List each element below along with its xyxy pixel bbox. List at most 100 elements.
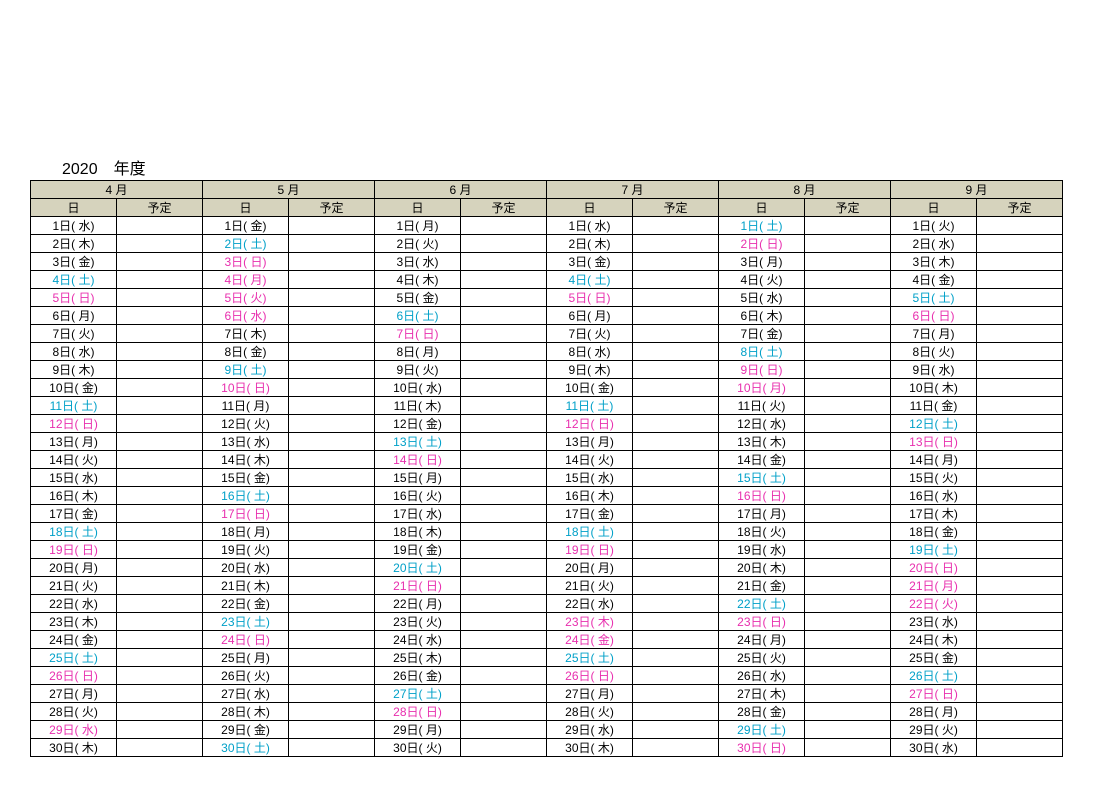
plan-cell [633, 451, 719, 469]
plan-cell [289, 271, 375, 289]
day-cell: 6日( 土) [375, 307, 461, 325]
day-cell: 24日( 金) [31, 631, 117, 649]
plan-cell [117, 667, 203, 685]
plan-cell [633, 379, 719, 397]
day-cell: 11日( 土) [31, 397, 117, 415]
day-cell: 14日( 木) [203, 451, 289, 469]
plan-cell [289, 649, 375, 667]
plan-cell [977, 397, 1063, 415]
table-row: 18日( 土)18日( 月)18日( 木)18日( 土)18日( 火)18日( … [31, 523, 1063, 541]
day-cell: 21日( 木) [203, 577, 289, 595]
day-cell: 22日( 水) [31, 595, 117, 613]
plan-cell [805, 451, 891, 469]
day-cell: 4日( 土) [547, 271, 633, 289]
day-cell: 18日( 土) [31, 523, 117, 541]
day-cell: 13日( 木) [719, 433, 805, 451]
day-cell: 26日( 水) [719, 667, 805, 685]
plan-cell [117, 253, 203, 271]
plan-cell [289, 433, 375, 451]
plan-cell [117, 217, 203, 235]
day-cell: 17日( 金) [31, 505, 117, 523]
day-cell: 14日( 火) [31, 451, 117, 469]
plan-cell [289, 559, 375, 577]
plan-cell [633, 361, 719, 379]
day-cell: 13日( 日) [891, 433, 977, 451]
day-cell: 1日( 金) [203, 217, 289, 235]
page-title: 2020 年度 [62, 155, 146, 179]
day-cell: 15日( 土) [719, 469, 805, 487]
plan-cell [461, 289, 547, 307]
day-cell: 4日( 火) [719, 271, 805, 289]
plan-cell [289, 469, 375, 487]
table-row: 2日( 木)2日( 土)2日( 火)2日( 木)2日( 日)2日( 水) [31, 235, 1063, 253]
plan-cell [461, 487, 547, 505]
plan-cell [805, 505, 891, 523]
plan-cell [461, 253, 547, 271]
plan-cell [977, 721, 1063, 739]
day-header: 日 [719, 199, 805, 217]
day-cell: 19日( 日) [31, 541, 117, 559]
table-row: 11日( 土)11日( 月)11日( 木)11日( 土)11日( 火)11日( … [31, 397, 1063, 415]
plan-cell [805, 649, 891, 667]
plan-cell [633, 631, 719, 649]
day-cell: 16日( 火) [375, 487, 461, 505]
table-row: 14日( 火)14日( 木)14日( 日)14日( 火)14日( 金)14日( … [31, 451, 1063, 469]
day-cell: 13日( 水) [203, 433, 289, 451]
day-cell: 27日( 月) [547, 685, 633, 703]
plan-cell [117, 541, 203, 559]
day-cell: 16日( 水) [891, 487, 977, 505]
plan-cell [633, 613, 719, 631]
plan-cell [117, 343, 203, 361]
day-cell: 16日( 木) [31, 487, 117, 505]
day-cell: 12日( 日) [547, 415, 633, 433]
day-cell: 14日( 日) [375, 451, 461, 469]
day-cell: 29日( 火) [891, 721, 977, 739]
day-cell: 28日( 木) [203, 703, 289, 721]
day-cell: 27日( 水) [203, 685, 289, 703]
plan-cell [289, 343, 375, 361]
plan-cell [977, 325, 1063, 343]
day-cell: 20日( 月) [547, 559, 633, 577]
plan-cell [977, 667, 1063, 685]
month-header: 7 月 [547, 181, 719, 199]
plan-cell [117, 415, 203, 433]
day-cell: 25日( 月) [203, 649, 289, 667]
day-cell: 14日( 金) [719, 451, 805, 469]
calendar-body: 1日( 水)1日( 金)1日( 月)1日( 水)1日( 土)1日( 火)2日( … [31, 217, 1063, 757]
day-header: 日 [375, 199, 461, 217]
day-cell: 30日( 火) [375, 739, 461, 757]
day-cell: 15日( 水) [31, 469, 117, 487]
plan-cell [117, 235, 203, 253]
plan-cell [289, 667, 375, 685]
day-cell: 22日( 土) [719, 595, 805, 613]
day-cell: 19日( 金) [375, 541, 461, 559]
plan-cell [977, 523, 1063, 541]
day-cell: 6日( 木) [719, 307, 805, 325]
plan-cell [289, 307, 375, 325]
day-cell: 13日( 月) [547, 433, 633, 451]
day-cell: 14日( 火) [547, 451, 633, 469]
plan-cell [117, 397, 203, 415]
plan-cell [117, 451, 203, 469]
day-cell: 3日( 日) [203, 253, 289, 271]
plan-cell [805, 235, 891, 253]
day-cell: 20日( 月) [31, 559, 117, 577]
plan-cell [633, 415, 719, 433]
day-cell: 2日( 土) [203, 235, 289, 253]
plan-cell [805, 487, 891, 505]
plan-cell [461, 559, 547, 577]
table-row: 9日( 木)9日( 土)9日( 火)9日( 木)9日( 日)9日( 水) [31, 361, 1063, 379]
day-cell: 12日( 火) [203, 415, 289, 433]
day-cell: 20日( 木) [719, 559, 805, 577]
table-row: 20日( 月)20日( 水)20日( 土)20日( 月)20日( 木)20日( … [31, 559, 1063, 577]
plan-cell [633, 595, 719, 613]
table-row: 6日( 月)6日( 水)6日( 土)6日( 月)6日( 木)6日( 日) [31, 307, 1063, 325]
plan-cell [289, 739, 375, 757]
plan-cell [977, 505, 1063, 523]
day-cell: 18日( 土) [547, 523, 633, 541]
day-cell: 2日( 日) [719, 235, 805, 253]
plan-cell [117, 631, 203, 649]
table-row: 24日( 金)24日( 日)24日( 水)24日( 金)24日( 月)24日( … [31, 631, 1063, 649]
plan-cell [633, 433, 719, 451]
plan-cell [117, 685, 203, 703]
